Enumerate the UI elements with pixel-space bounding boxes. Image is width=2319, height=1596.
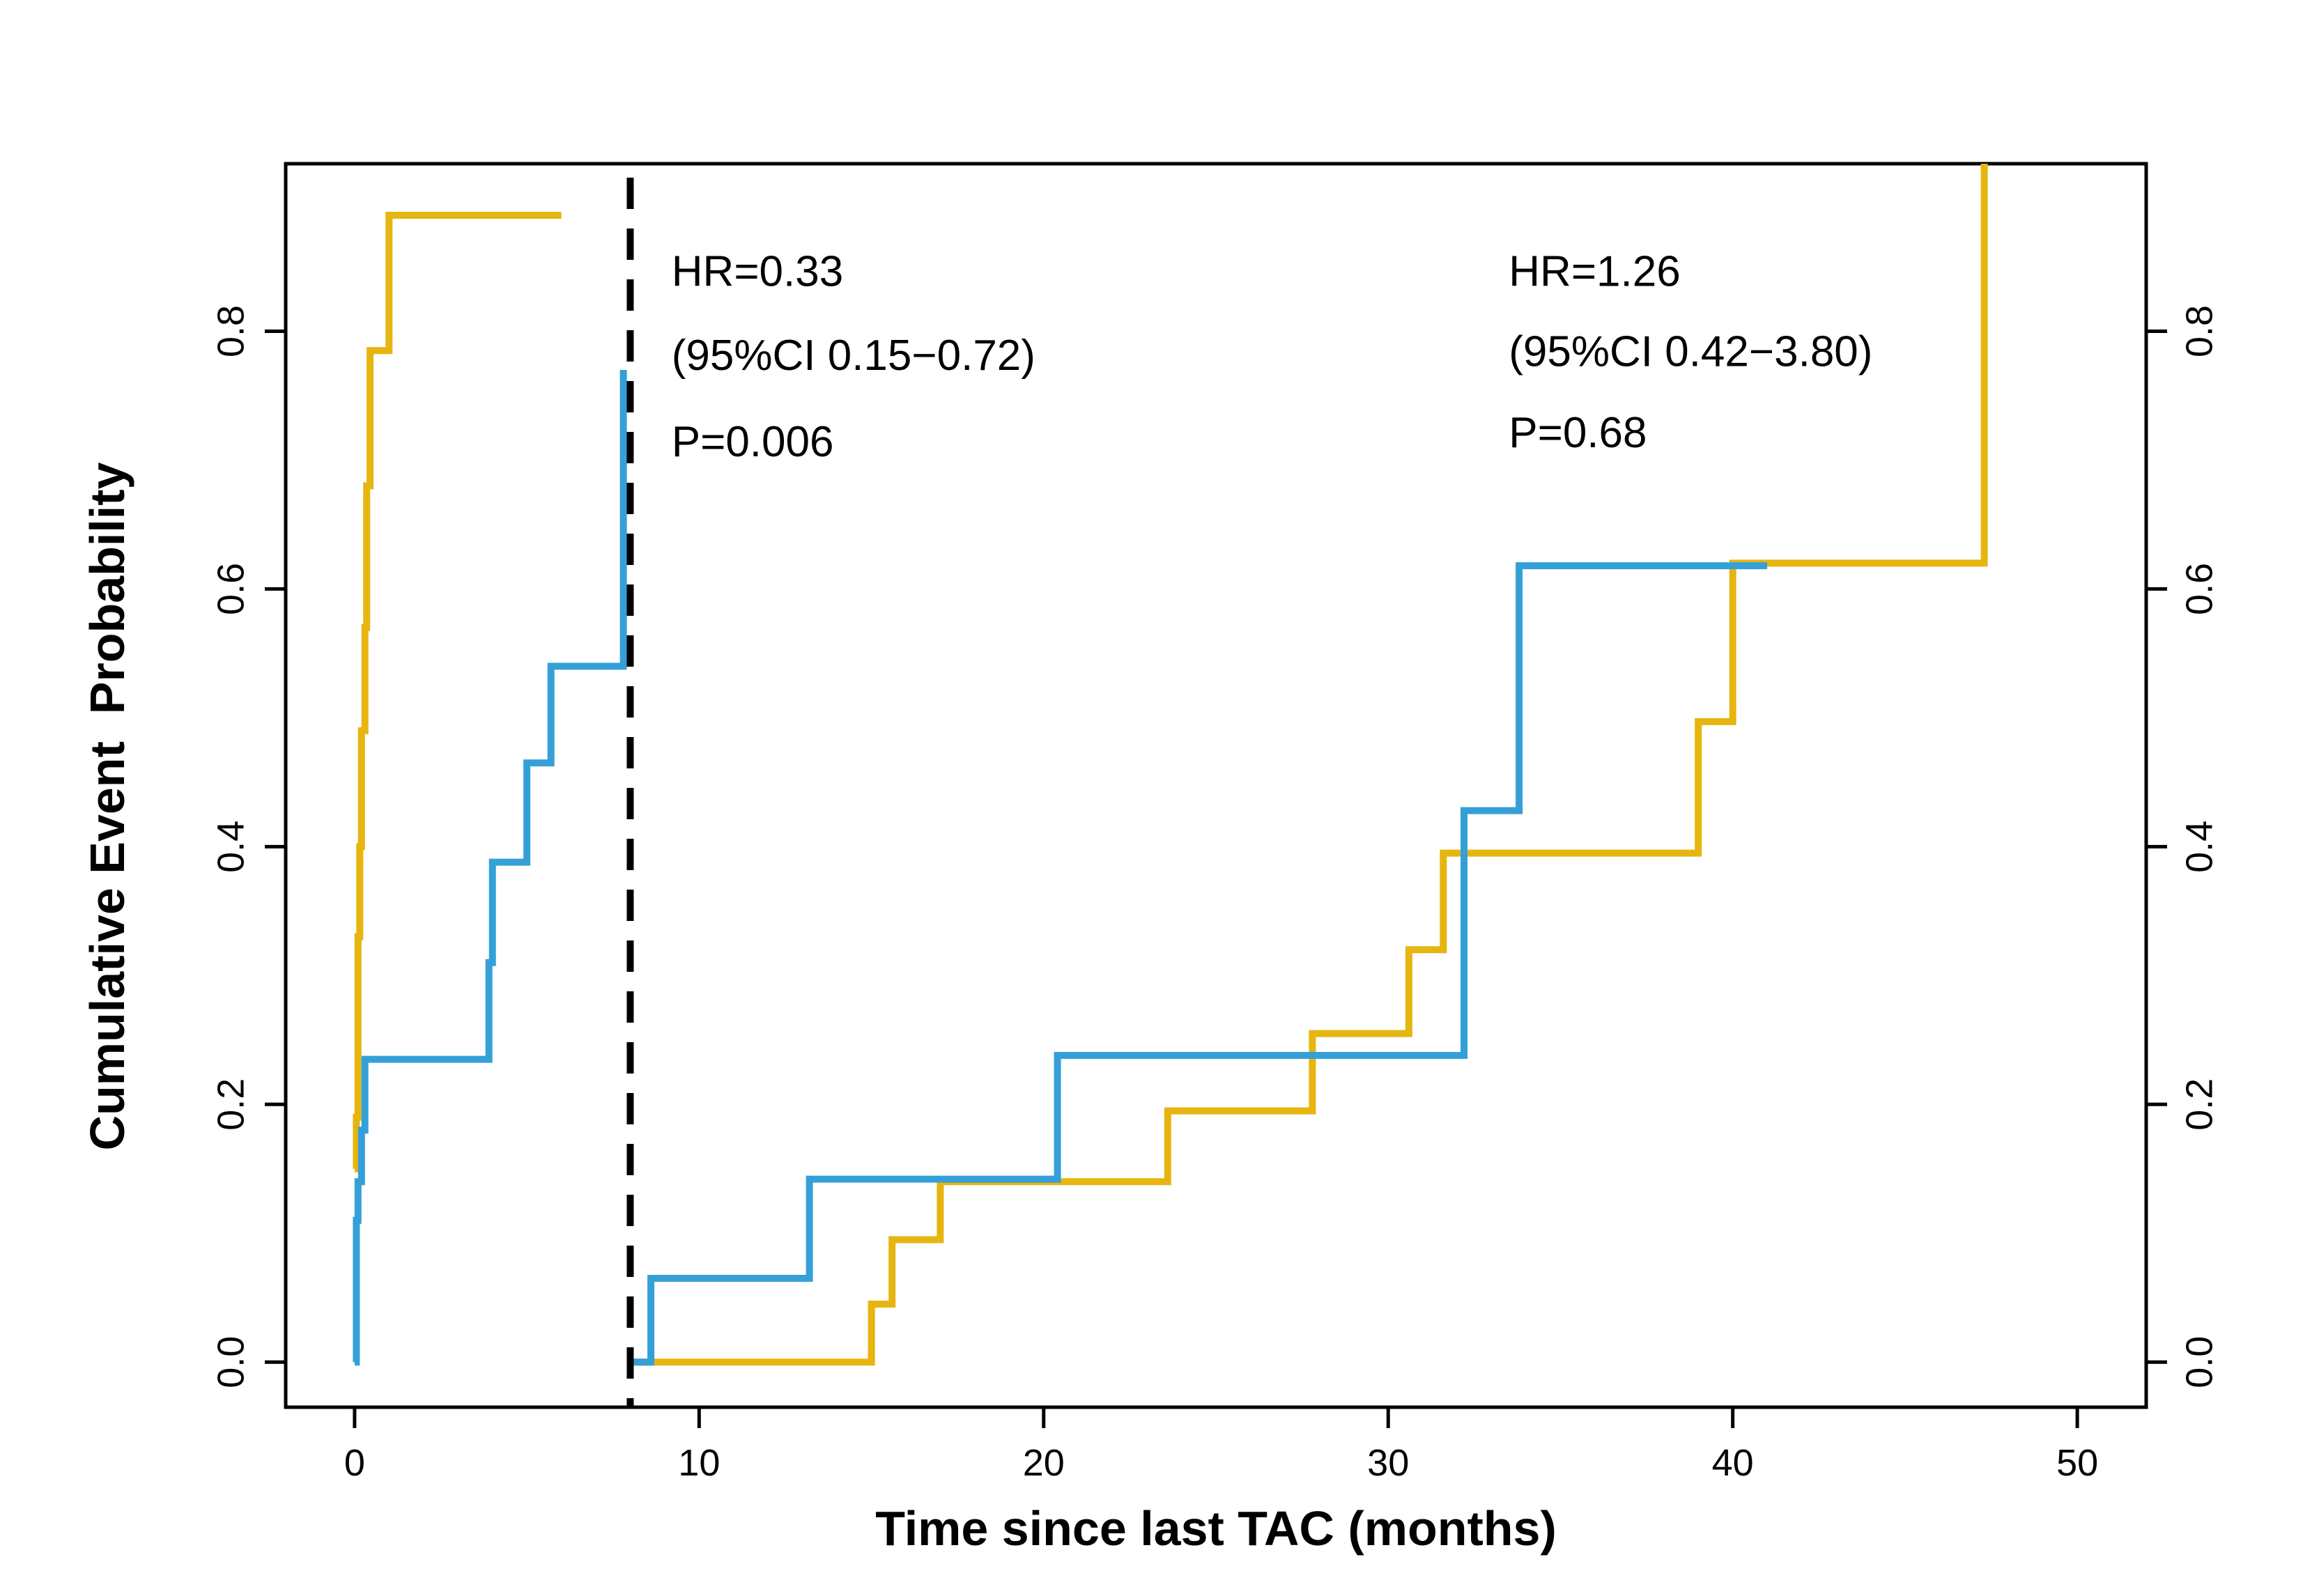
annotation-2-line-1: HR=1.26 (1509, 248, 1680, 296)
x-tick-label: 10 (678, 1442, 720, 1484)
y-tick-label-right: 0.6 (2178, 563, 2220, 615)
series-2-line-2 (630, 562, 1768, 1366)
y-tick-label-right: 0.2 (2178, 1078, 2220, 1131)
chart-annotations: HR=0.33 (95%CI 0.15−0.72) P=0.006 HR=1.26 (9… (672, 248, 1873, 466)
annotation-2-line-3: P=0.68 (1509, 409, 1647, 457)
y-tick-label-left: 0.8 (210, 305, 252, 357)
x-axis-title: Time since last TAC (months) (875, 1501, 1557, 1556)
x-tick-label: 20 (1023, 1442, 1065, 1484)
y-axis-title: Cumulative Event Probability (80, 462, 134, 1150)
annotation-1-line-3: P=0.006 (672, 418, 834, 466)
annotation-1-line-2: (95%CI 0.15−0.72) (672, 332, 1035, 380)
y-tick-label-left: 0.2 (210, 1078, 252, 1131)
y-tick-label-right: 0.8 (2178, 305, 2220, 357)
y-tick-label-right: 0.0 (2178, 1336, 2220, 1388)
x-tick-label: 50 (2056, 1442, 2098, 1484)
x-tick-label: 30 (1367, 1442, 1409, 1484)
chart-marks (353, 164, 1988, 1407)
x-tick-label: 0 (344, 1442, 365, 1484)
annotation-1-line-1: HR=0.33 (672, 248, 843, 296)
y-tick-label-left: 0.0 (210, 1336, 252, 1388)
series-1-line-2 (630, 164, 1988, 1366)
x-tick-label: 40 (1712, 1442, 1754, 1484)
series-2-line-1 (353, 370, 627, 1366)
y-tick-label-right: 0.4 (2178, 821, 2220, 873)
y-tick-label-left: 0.6 (210, 563, 252, 615)
series-1-line-1 (353, 212, 562, 1172)
annotation-2-line-2: (95%CI 0.42−3.80) (1509, 327, 1872, 375)
y-tick-label-left: 0.4 (210, 821, 252, 873)
chart-ticks: 0 10 20 30 40 50 0.0 0.2 0.4 0.6 0.8 0.0 0.2 0.4 0.6 0.… (210, 305, 2220, 1484)
